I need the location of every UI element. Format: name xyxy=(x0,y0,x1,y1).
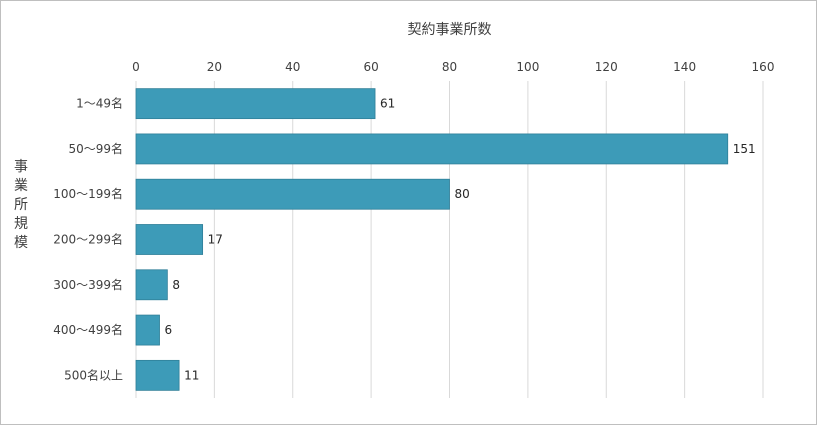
category-labels: 1〜49名 50〜99名 100〜199名 200〜299名 300〜399名 400〜4… xyxy=(53,96,123,383)
y-axis-title: 事業所規模 xyxy=(14,159,28,251)
bar xyxy=(135,133,729,165)
gridlines xyxy=(135,81,764,398)
x-tick-label: 80 xyxy=(442,60,457,74)
data-label: 61 xyxy=(380,97,395,111)
x-tick-label: 120 xyxy=(595,60,618,74)
x-axis-title: 契約事業所数 xyxy=(408,22,492,38)
category-label: 1〜49名 xyxy=(76,96,123,111)
category-label: 300〜399名 xyxy=(53,277,123,292)
data-label: 6 xyxy=(165,323,173,337)
data-label: 17 xyxy=(208,233,223,247)
category-label: 400〜499名 xyxy=(53,322,123,337)
bars xyxy=(135,88,729,391)
x-tick-label: 100 xyxy=(516,60,539,74)
data-labels: 61 151 80 17 8 6 11 xyxy=(165,97,756,383)
bar xyxy=(135,224,204,255)
category-label: 50〜99名 xyxy=(68,141,123,156)
x-tick-labels: 0 20 40 60 80 100 120 140 160 xyxy=(132,60,774,74)
bar xyxy=(135,359,180,391)
data-label: 11 xyxy=(184,368,199,382)
category-label: 100〜199名 xyxy=(53,186,123,201)
data-label: 80 xyxy=(455,187,470,201)
data-label: 8 xyxy=(172,278,180,292)
x-tick-label: 40 xyxy=(285,60,300,74)
bar xyxy=(135,178,450,210)
data-label: 151 xyxy=(733,142,756,156)
x-tick-label: 140 xyxy=(673,60,696,74)
x-tick-label: 60 xyxy=(363,60,378,74)
category-label: 500名以上 xyxy=(64,367,123,382)
x-tick-label: 20 xyxy=(207,60,222,74)
bar xyxy=(135,88,376,120)
x-tick-label: 0 xyxy=(132,60,140,74)
bar xyxy=(135,314,160,346)
x-tick-label: 160 xyxy=(752,60,775,74)
category-label: 200〜299名 xyxy=(53,232,123,247)
bar xyxy=(135,269,168,301)
